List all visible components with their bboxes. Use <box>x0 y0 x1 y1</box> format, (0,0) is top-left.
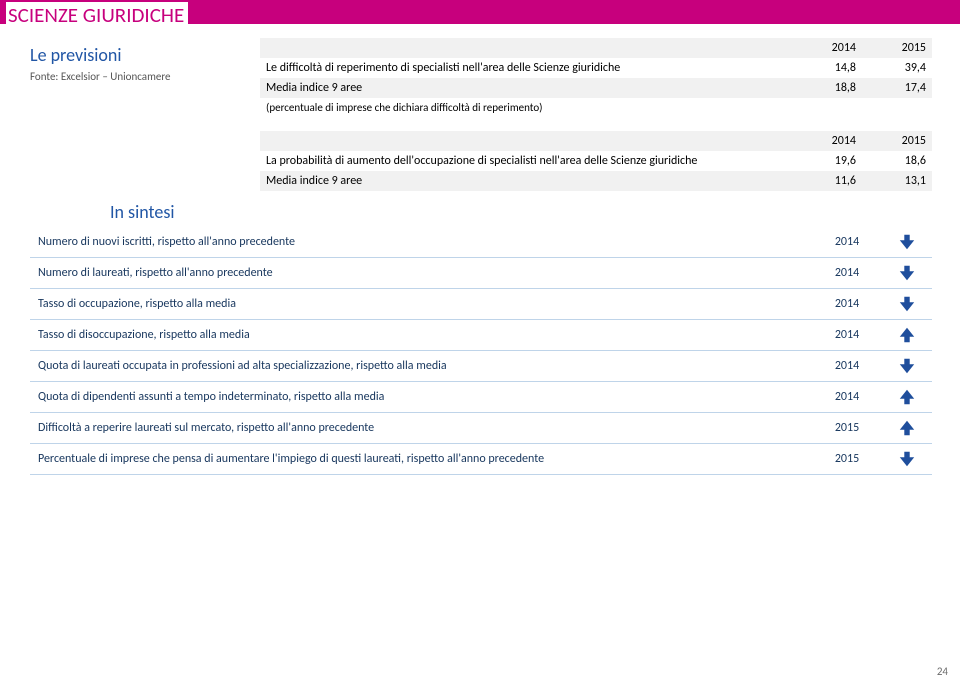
row-label: Media indice 9 aree <box>260 171 792 191</box>
sintesi-heading: In sintesi <box>110 201 932 223</box>
sintesi-label-cell: Tasso di disoccupazione, rispetto alla m… <box>30 320 812 351</box>
table-row: Quota di laureati occupata in profession… <box>30 351 932 382</box>
arrow-down-icon <box>898 359 916 373</box>
sintesi-label-cell: Numero di laureati, rispetto all'anno pr… <box>30 258 812 289</box>
sintesi-arrow-cell <box>882 382 932 413</box>
sintesi-year-cell: 2014 <box>812 289 882 320</box>
table-row: 2014 2015 <box>260 131 932 151</box>
sintesi-arrow-cell <box>882 227 932 258</box>
sintesi-year-cell: 2015 <box>812 413 882 444</box>
sintesi-label-cell: Quota di laureati occupata in profession… <box>30 351 812 382</box>
col-year: 2014 <box>792 38 862 58</box>
sintesi-year-cell: 2014 <box>812 382 882 413</box>
sintesi-label-cell: Percentuale di imprese che pensa di aume… <box>30 444 812 475</box>
table-row: 2014 2015 <box>260 38 932 58</box>
previsioni-section: Le previsioni Fonte: Excelsior – Unionca… <box>30 38 932 191</box>
cell-value: 39,4 <box>862 58 932 78</box>
sintesi-arrow-cell <box>882 444 932 475</box>
row-note: (percentuale di imprese che dichiara dif… <box>260 98 792 117</box>
col-year: 2015 <box>862 131 932 151</box>
sintesi-year-cell: 2015 <box>812 444 882 475</box>
arrow-down-icon <box>898 452 916 466</box>
table-row: Difficoltà a reperire laureati sul merca… <box>30 413 932 444</box>
sintesi-year-cell: 2014 <box>812 227 882 258</box>
cell-value: 19,6 <box>792 151 862 171</box>
table-row: Percentuale di imprese che pensa di aume… <box>30 444 932 475</box>
row-label: La probabilità di aumento dell'occupazio… <box>260 151 792 171</box>
previsioni-tables: 2014 2015 Le difficoltà di reperimento d… <box>260 38 932 191</box>
sintesi-arrow-cell <box>882 320 932 351</box>
sintesi-label-cell: Numero di nuovi iscritti, rispetto all'a… <box>30 227 812 258</box>
table-row: Le difficoltà di reperimento di speciali… <box>260 58 932 78</box>
arrow-down-icon <box>898 266 916 280</box>
table-row: Media indice 9 aree 11,6 13,1 <box>260 171 932 191</box>
cell-value: 17,4 <box>862 78 932 98</box>
table-row: Numero di nuovi iscritti, rispetto all'a… <box>30 227 932 258</box>
table-row: Media indice 9 aree 18,8 17,4 <box>260 78 932 98</box>
sintesi-arrow-cell <box>882 413 932 444</box>
previsioni-subtitle: Le previsioni <box>30 44 260 66</box>
sintesi-arrow-cell <box>882 351 932 382</box>
sintesi-label-cell: Difficoltà a reperire laureati sul merca… <box>30 413 812 444</box>
cell-value: 11,6 <box>792 171 862 191</box>
table-probabilita: 2014 2015 La probabilità di aumento dell… <box>260 131 932 191</box>
col-year: 2014 <box>792 131 862 151</box>
table-row: Tasso di disoccupazione, rispetto alla m… <box>30 320 932 351</box>
table-row: Numero di laureati, rispetto all'anno pr… <box>30 258 932 289</box>
page-title: SCIENZE GIURIDICHE <box>6 2 188 28</box>
cell-value: 13,1 <box>862 171 932 191</box>
sintesi-arrow-cell <box>882 258 932 289</box>
arrow-down-icon <box>898 235 916 249</box>
page-number: 24 <box>937 665 948 678</box>
sintesi-year-cell: 2014 <box>812 351 882 382</box>
previsioni-left: Le previsioni Fonte: Excelsior – Unionca… <box>30 38 260 83</box>
sintesi-label-cell: Tasso di occupazione, rispetto alla medi… <box>30 289 812 320</box>
cell-value: 18,6 <box>862 151 932 171</box>
arrow-up-icon <box>898 390 916 404</box>
table-row: (percentuale di imprese che dichiara dif… <box>260 98 932 117</box>
cell-value: 18,8 <box>792 78 862 98</box>
table-row: La probabilità di aumento dell'occupazio… <box>260 151 932 171</box>
sintesi-year-cell: 2014 <box>812 258 882 289</box>
sintesi-arrow-cell <box>882 289 932 320</box>
row-label: Le difficoltà di reperimento di speciali… <box>260 58 792 78</box>
row-label: Media indice 9 aree <box>260 78 792 98</box>
table-difficolta: 2014 2015 Le difficoltà di reperimento d… <box>260 38 932 117</box>
content-area: Le previsioni Fonte: Excelsior – Unionca… <box>0 24 960 475</box>
previsioni-source: Fonte: Excelsior – Unioncamere <box>30 70 260 83</box>
table-row: Quota di dipendenti assunti a tempo inde… <box>30 382 932 413</box>
sintesi-year-cell: 2014 <box>812 320 882 351</box>
arrow-down-icon <box>898 297 916 311</box>
arrow-up-icon <box>898 328 916 342</box>
col-year: 2015 <box>862 38 932 58</box>
table-row: Tasso di occupazione, rispetto alla medi… <box>30 289 932 320</box>
cell-value: 14,8 <box>792 58 862 78</box>
table-sintesi: Numero di nuovi iscritti, rispetto all'a… <box>30 227 932 475</box>
sintesi-label-cell: Quota di dipendenti assunti a tempo inde… <box>30 382 812 413</box>
arrow-up-icon <box>898 421 916 435</box>
